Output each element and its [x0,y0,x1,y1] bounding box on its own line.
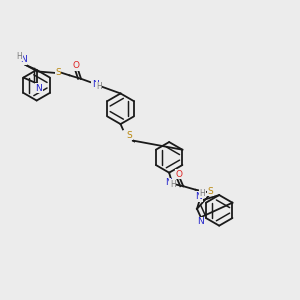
Text: N: N [92,80,99,88]
Text: N: N [165,178,172,187]
Text: N: N [20,55,27,64]
Text: O: O [175,169,182,178]
Text: N: N [195,192,202,201]
Text: H: H [200,189,205,198]
Text: N: N [197,218,204,226]
Text: S: S [208,187,213,196]
Text: O: O [73,61,80,70]
Text: S: S [55,68,61,76]
Text: H: H [170,180,176,189]
Text: S: S [127,131,132,140]
Text: H: H [96,82,102,91]
Text: H: H [17,52,22,61]
Text: N: N [36,84,42,93]
